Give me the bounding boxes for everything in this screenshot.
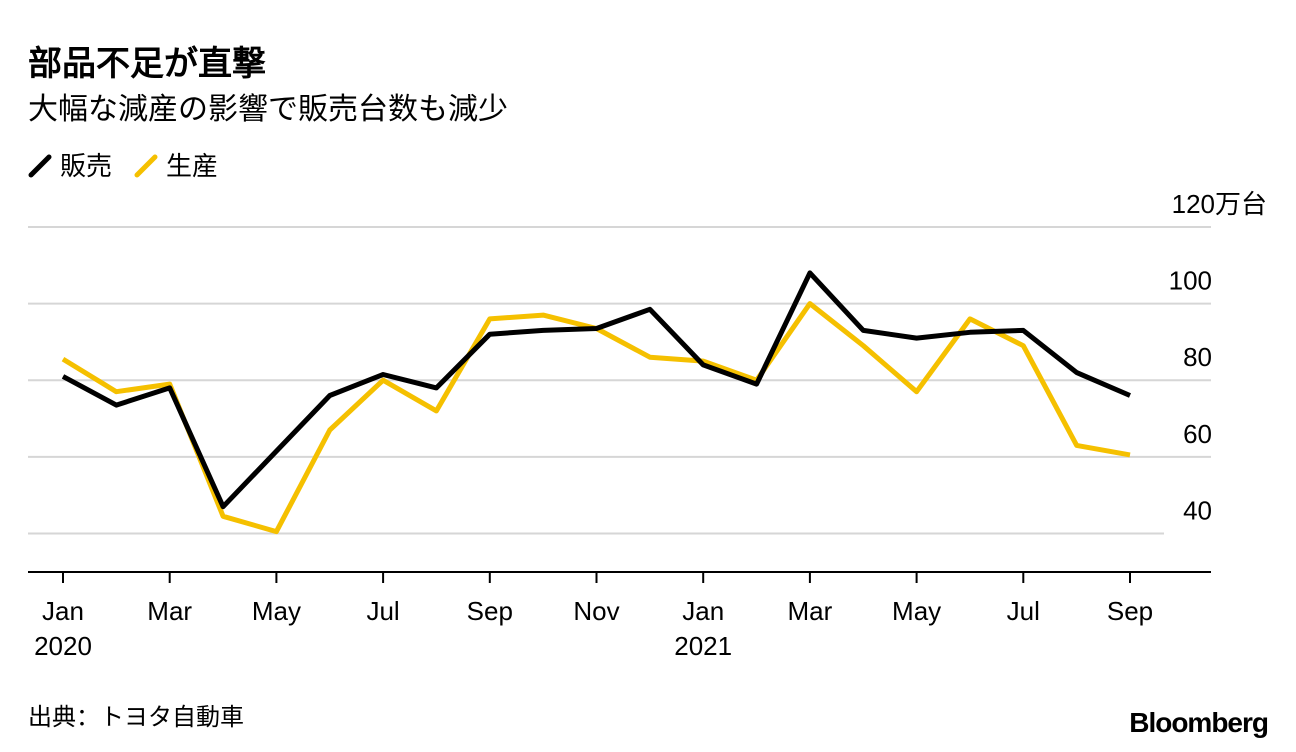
tick-label-y-40: 40 bbox=[1183, 496, 1212, 526]
chart-title: 部品不足が直撃 bbox=[28, 44, 266, 84]
tick-label-year-2021: 2021 bbox=[674, 631, 732, 661]
tick-label-x-10: Nov bbox=[573, 596, 619, 626]
chart-subtitle: 大幅な減産の影響で販売台数も減少 bbox=[28, 92, 508, 127]
tick-label-x-2: Mar bbox=[147, 596, 192, 626]
series-line-sales bbox=[61, 270, 1131, 510]
series-line-production bbox=[61, 301, 1131, 535]
tick-label-y-100: 100 bbox=[1169, 266, 1212, 296]
tick-label-x-16: May bbox=[892, 596, 941, 626]
tick-label-x-8: Sep bbox=[467, 596, 513, 626]
tick-label-x-0: Jan bbox=[42, 596, 84, 626]
tick-label-x-12: Jan bbox=[682, 596, 724, 626]
legend-production-swatch bbox=[134, 154, 158, 177]
legend-label-sales: 販売 bbox=[60, 152, 113, 182]
tick-label-x-6: Jul bbox=[366, 596, 399, 626]
tick-label-y-60: 60 bbox=[1183, 419, 1212, 449]
legend-sales-swatch bbox=[28, 154, 52, 177]
legend-item-sales: 販売 bbox=[28, 146, 112, 183]
tick-label-x-14: Mar bbox=[788, 596, 833, 626]
tick-label-y-80: 80 bbox=[1183, 342, 1212, 372]
tick-label-y-120: 120万台 bbox=[1172, 189, 1267, 219]
source-note: 出典：トヨタ自動車 bbox=[28, 703, 244, 731]
legend-label-production: 生産 bbox=[166, 152, 219, 182]
tick-label-x-18: Jul bbox=[1007, 596, 1040, 626]
tick-label-x-20: Sep bbox=[1107, 596, 1153, 626]
legend: 販売 生産 bbox=[28, 146, 240, 183]
tick-label-x-4: May bbox=[252, 596, 301, 626]
bloomberg-logo: Bloomberg bbox=[1129, 707, 1269, 738]
legend-item-production: 生産 bbox=[134, 146, 218, 183]
tick-label-year-2020: 2020 bbox=[34, 631, 92, 661]
